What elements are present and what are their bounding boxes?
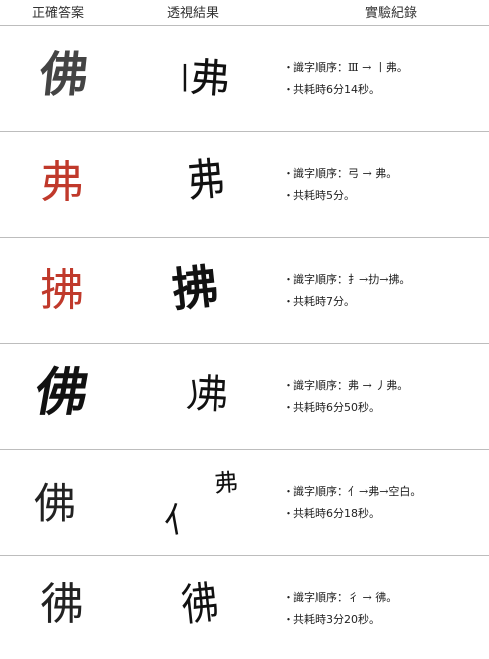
- note-time: ・共耗時5分。: [283, 189, 355, 202]
- answer-char: 拂: [40, 265, 84, 316]
- table-row: 佛 弗 亻 ・識字順序：亻→弗→空白。 ・共耗時6分18秒。: [0, 449, 489, 555]
- note-time: ・共耗時6分18秒。: [283, 507, 380, 520]
- header-perception-result: 透視結果: [167, 6, 220, 21]
- answer-char: 弗: [40, 157, 84, 208]
- row-divider: [0, 237, 489, 238]
- seen-char: 拂: [169, 258, 221, 318]
- header-correct-answer: 正確答案: [32, 6, 85, 21]
- record-notes: ・識字順序：弓 → 弗。 ・共耗時5分。: [283, 163, 397, 207]
- seen-char: 弗: [194, 371, 230, 419]
- note-sequence: ・識字順序：亻→弗→空白。: [283, 485, 422, 498]
- seen-char: 弗: [213, 468, 239, 498]
- answer-char: 彿: [40, 579, 84, 630]
- note-sequence: ・識字順序：彳 → 彿。: [283, 591, 398, 604]
- record-notes: ・識字順序：彳 → 彿。 ・共耗時3分20秒。: [283, 587, 397, 631]
- note-time: ・共耗時6分50秒。: [283, 401, 380, 414]
- record-notes: ・識字順序：弗 → 丿弗。 ・共耗時6分50秒。: [283, 375, 408, 419]
- table-row: 彿 彿 ・識字順序：彳 → 彿。 ・共耗時3分20秒。: [0, 555, 489, 659]
- row-divider: [0, 343, 489, 344]
- header-experiment-record: 實驗紀錄: [365, 6, 418, 21]
- table-header: 正確答案 透視結果 實驗紀錄: [0, 0, 489, 24]
- table-row: 拂 拂 ・識字順序：扌→扐→拂。 ・共耗時7分。: [0, 237, 489, 343]
- note-sequence: ・識字順序：弗 → 丿弗。: [283, 379, 409, 392]
- seen-stroke: 亻: [160, 497, 202, 543]
- note-time: ・共耗時3分20秒。: [283, 613, 380, 626]
- table-row: 佛 丨 弗 ・識字順序：Ⅲ → 丨弗。 ・共耗時6分14秒。: [0, 25, 489, 131]
- note-time: ・共耗時7分。: [283, 295, 355, 308]
- record-notes: ・識字順序：Ⅲ → 丨弗。 ・共耗時6分14秒。: [283, 57, 408, 101]
- note-sequence: ・識字順序：Ⅲ → 丨弗。: [283, 61, 408, 74]
- seen-char: 弗: [188, 54, 232, 104]
- record-notes: ・識字順序：亻→弗→空白。 ・共耗時6分18秒。: [283, 481, 421, 525]
- row-divider: [0, 449, 489, 450]
- seen-char: 弗: [185, 153, 227, 208]
- table-row: 弗 弗 ・識字順序：弓 → 弗。 ・共耗時5分。: [0, 131, 489, 237]
- record-notes: ・識字順序：扌→扐→拂。 ・共耗時7分。: [283, 269, 410, 313]
- row-divider: [0, 555, 489, 556]
- seen-char: 彿: [178, 577, 222, 632]
- note-sequence: ・識字順序：扌→扐→拂。: [283, 273, 411, 286]
- seen-stroke: 丨: [170, 62, 200, 97]
- row-divider: [0, 131, 489, 132]
- answer-char: 佛: [37, 47, 91, 103]
- note-sequence: ・識字順序：弓 → 弗。: [283, 167, 398, 180]
- answer-char: 佛: [34, 479, 77, 528]
- note-time: ・共耗時6分14秒。: [283, 83, 380, 96]
- row-divider: [0, 25, 489, 26]
- answer-char: 佛: [30, 362, 94, 423]
- table-row: 佛 丿 弗 ・識字順序：弗 → 丿弗。 ・共耗時6分50秒。: [0, 343, 489, 449]
